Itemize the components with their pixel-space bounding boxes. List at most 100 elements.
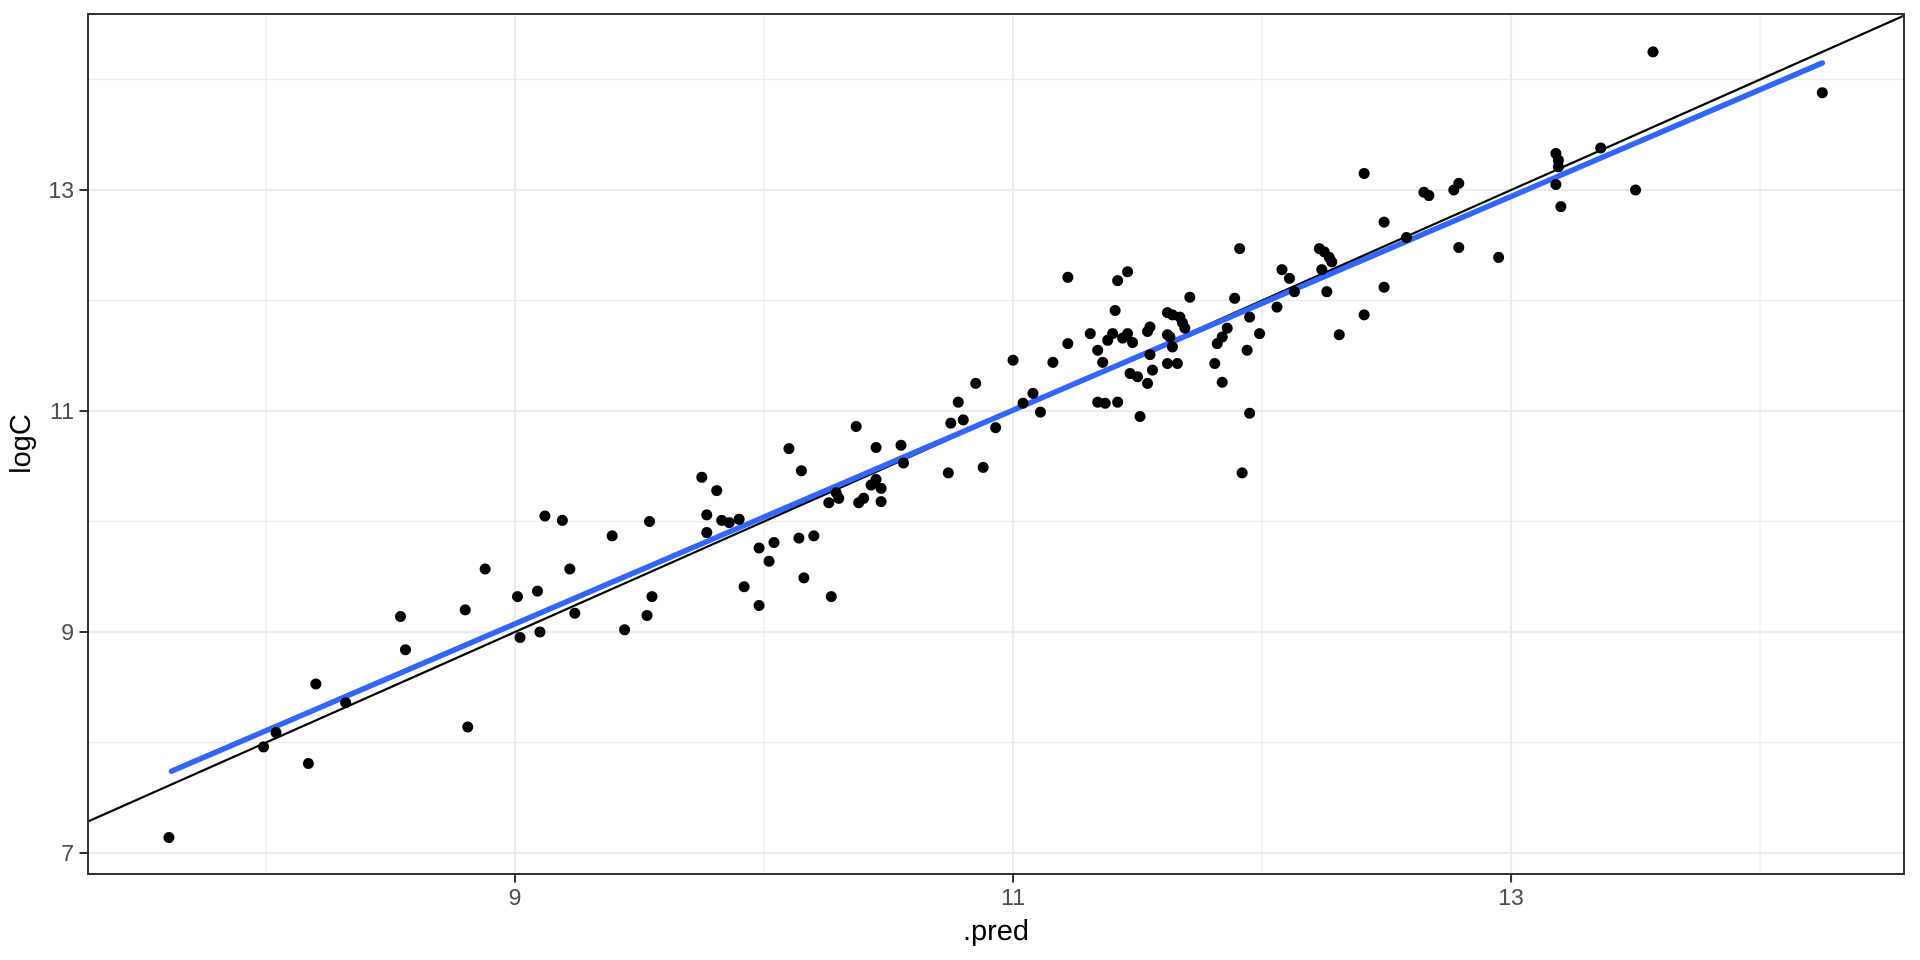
data-point: [701, 509, 713, 521]
data-point: [1166, 341, 1178, 353]
data-point: [738, 581, 750, 593]
data-point: [823, 497, 835, 509]
data-point: [1493, 251, 1505, 263]
data-point: [1209, 358, 1221, 369]
data-point: [1244, 311, 1256, 323]
data-point: [1161, 358, 1173, 369]
y-axis: 7 9 11 13: [48, 177, 88, 866]
data-point: [1283, 272, 1295, 284]
data-point: [462, 721, 474, 733]
data-point: [1179, 322, 1191, 334]
y-tick-label: 9: [61, 619, 74, 645]
data-point: [957, 414, 969, 426]
data-point: [1062, 271, 1074, 283]
data-point: [733, 513, 745, 525]
y-tick-label: 7: [61, 840, 74, 866]
data-point: [1423, 190, 1435, 202]
data-point: [1378, 281, 1390, 293]
data-point: [1358, 167, 1370, 179]
data-point: [942, 467, 954, 479]
data-point: [990, 422, 1002, 434]
data-point: [1244, 407, 1256, 419]
data-point: [858, 492, 870, 504]
data-point: [1122, 266, 1134, 278]
data-point: [711, 485, 723, 497]
data-point: [945, 417, 957, 429]
data-point: [340, 697, 352, 709]
data-point: [1062, 338, 1074, 350]
data-point: [870, 441, 882, 453]
data-point: [395, 611, 406, 623]
data-point: [753, 542, 765, 554]
data-point: [783, 443, 795, 455]
data-point: [763, 555, 775, 567]
data-point: [1127, 337, 1139, 349]
data-point: [895, 439, 907, 451]
data-point: [1122, 328, 1134, 340]
data-point: [875, 496, 887, 508]
x-tick-label: 13: [1498, 884, 1524, 910]
data-point: [952, 396, 964, 408]
y-tick-label: 13: [48, 177, 74, 203]
data-point: [1164, 331, 1176, 343]
panel-border: [87, 13, 1905, 875]
data-point: [514, 632, 526, 644]
data-point: [1112, 396, 1124, 408]
data-point: [1288, 286, 1300, 298]
data-point: [808, 530, 820, 542]
data-point: [569, 607, 581, 619]
data-point: [619, 624, 631, 636]
data-point: [850, 420, 862, 432]
data-point: [1097, 356, 1109, 368]
data-point: [1144, 321, 1156, 333]
data-point: [1017, 397, 1029, 409]
data-point: [1241, 344, 1253, 356]
data-point: [970, 377, 982, 389]
y-tick-label: 11: [50, 398, 74, 424]
data-point: [512, 591, 524, 603]
data-point: [1316, 264, 1328, 276]
data-point: [1271, 301, 1283, 313]
data-point: [556, 514, 568, 526]
data-point: [1453, 177, 1465, 189]
data-point: [646, 591, 658, 603]
data-point: [1216, 331, 1228, 343]
data-point: [723, 517, 735, 529]
data-point: [1221, 322, 1233, 334]
data-point: [1107, 328, 1119, 340]
data-point: [302, 758, 314, 769]
data-point: [701, 527, 713, 539]
data-point: [539, 510, 551, 522]
x-axis-title: .pred: [963, 915, 1029, 947]
data-point: [1027, 387, 1039, 399]
data-point: [564, 563, 576, 575]
data-point: [1147, 364, 1158, 376]
data-point: [1109, 304, 1121, 316]
data-point: [1171, 358, 1183, 369]
data-point: [1276, 264, 1288, 276]
data-point: [833, 492, 845, 504]
y-axis-title: logC: [5, 414, 37, 474]
data-point: [1595, 142, 1607, 154]
data-point: [870, 474, 882, 486]
data-point: [399, 644, 411, 656]
data-point: [1184, 291, 1196, 303]
data-point: [258, 741, 270, 753]
data-point: [795, 465, 807, 477]
data-point: [1142, 377, 1154, 389]
data-point: [531, 585, 543, 597]
data-point: [1550, 179, 1562, 190]
data-point: [793, 532, 805, 544]
data-point: [534, 626, 546, 638]
data-point: [1144, 349, 1156, 361]
data-point: [1453, 241, 1465, 253]
scatter-points: [163, 46, 1828, 844]
data-point: [1216, 376, 1228, 388]
data-point: [1555, 201, 1567, 213]
data-point: [270, 727, 282, 739]
data-point: [1099, 397, 1111, 409]
smooth-line: [168, 60, 1826, 774]
data-point: [479, 563, 491, 575]
data-point: [1816, 87, 1828, 99]
